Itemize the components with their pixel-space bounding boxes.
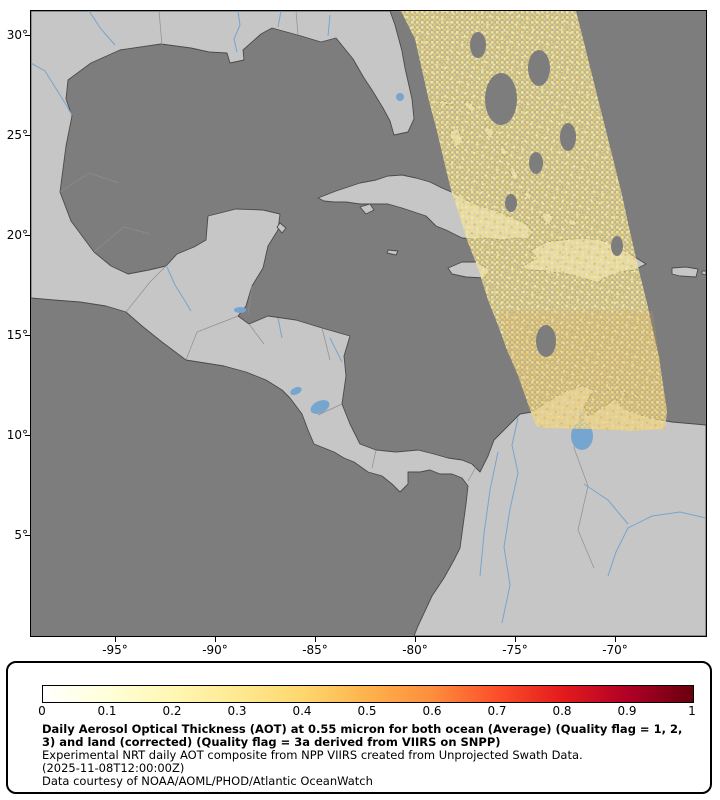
colorbar-tick-label: 0.5 <box>357 704 377 718</box>
map-frame <box>30 10 707 637</box>
lake-okeechobee <box>396 93 404 101</box>
lon-tick-mark <box>215 637 216 642</box>
isle-of-youth-island <box>359 203 375 215</box>
caption-credit: Data courtesy of NOAA/AOML/PHOD/Atlantic… <box>42 774 373 788</box>
colorbar-gradient <box>42 685 694 703</box>
lake-maracaibo <box>571 422 593 450</box>
continental-landmass <box>31 11 706 636</box>
cayman-island <box>386 249 399 256</box>
lat-tick-mark <box>25 535 30 536</box>
lon-tick-mark <box>415 637 416 642</box>
lon-tick-mark <box>615 637 616 642</box>
swath-cloud-gaps <box>470 32 623 357</box>
lon-tick-mark <box>515 637 516 642</box>
colorbar-tick-label: 0.6 <box>422 704 442 718</box>
lon-tick-label: -80° <box>402 643 428 657</box>
lon-tick-label: -95° <box>102 643 128 657</box>
lon-tick-label: -90° <box>202 643 228 657</box>
magdalena-river <box>501 417 519 624</box>
colorbar-tick-label: 0.7 <box>487 704 507 718</box>
caption-subtitle: Experimental NRT daily AOT composite fro… <box>42 748 583 762</box>
colorbar-tick-label: 0.1 <box>97 704 117 718</box>
colorbar-tick-label: 0.8 <box>552 704 572 718</box>
lat-tick-label: 15° <box>6 328 28 342</box>
lat-tick-label: 25° <box>6 128 28 142</box>
cozumel-island <box>276 222 287 234</box>
aot-map-graphic <box>31 11 706 636</box>
lake-nicaragua <box>310 400 330 414</box>
lat-tick-label: 5° <box>14 528 28 542</box>
lake-izabal <box>234 307 246 313</box>
lon-tick-label: -85° <box>302 643 328 657</box>
lat-tick-mark <box>25 235 30 236</box>
lat-tick-label: 10° <box>6 428 28 442</box>
legend-panel: 0 0.1 0.2 0.3 0.4 0.5 0.6 0.7 0.8 0.9 1 … <box>6 661 712 794</box>
colorbar-tick-label: 0.4 <box>292 704 312 718</box>
aerosol-swath <box>401 11 667 431</box>
lat-tick-mark <box>25 335 30 336</box>
lake-managua <box>290 386 302 396</box>
colorbar-ticks: 0 0.1 0.2 0.3 0.4 0.5 0.6 0.7 0.8 0.9 1 <box>38 704 696 718</box>
puerto-rico-island <box>671 266 699 278</box>
lat-tick-mark <box>25 135 30 136</box>
orinoco-river <box>607 511 706 577</box>
lon-tick-label: -70° <box>602 643 628 657</box>
lat-tick-mark <box>25 435 30 436</box>
caption-block: Daily Aerosol Optical Thickness (AOT) at… <box>42 723 694 788</box>
colorbar-tick-label: 0 <box>38 704 46 718</box>
lat-tick-label: 30° <box>6 28 28 42</box>
lon-tick-mark <box>115 637 116 642</box>
colorbar-tick-label: 0.2 <box>162 704 182 718</box>
political-borders <box>59 11 595 569</box>
caption-timestamp: (2025-11-08T12:00:00Z) <box>42 761 185 775</box>
colorbar-tick-label: 0.3 <box>227 704 247 718</box>
lon-tick-label: -75° <box>502 643 528 657</box>
rivers <box>31 11 706 624</box>
virgin-islands <box>701 270 706 276</box>
colorbar-tick-label: 0.9 <box>617 704 637 718</box>
rio-grande-river <box>31 62 73 116</box>
lat-tick-mark <box>25 35 30 36</box>
caption-title: Daily Aerosol Optical Thickness (AOT) at… <box>42 722 683 749</box>
colorbar-tick-label: 1 <box>688 704 696 718</box>
lat-tick-label: 20° <box>6 228 28 242</box>
mississippi-river <box>233 11 241 53</box>
lon-tick-mark <box>315 637 316 642</box>
